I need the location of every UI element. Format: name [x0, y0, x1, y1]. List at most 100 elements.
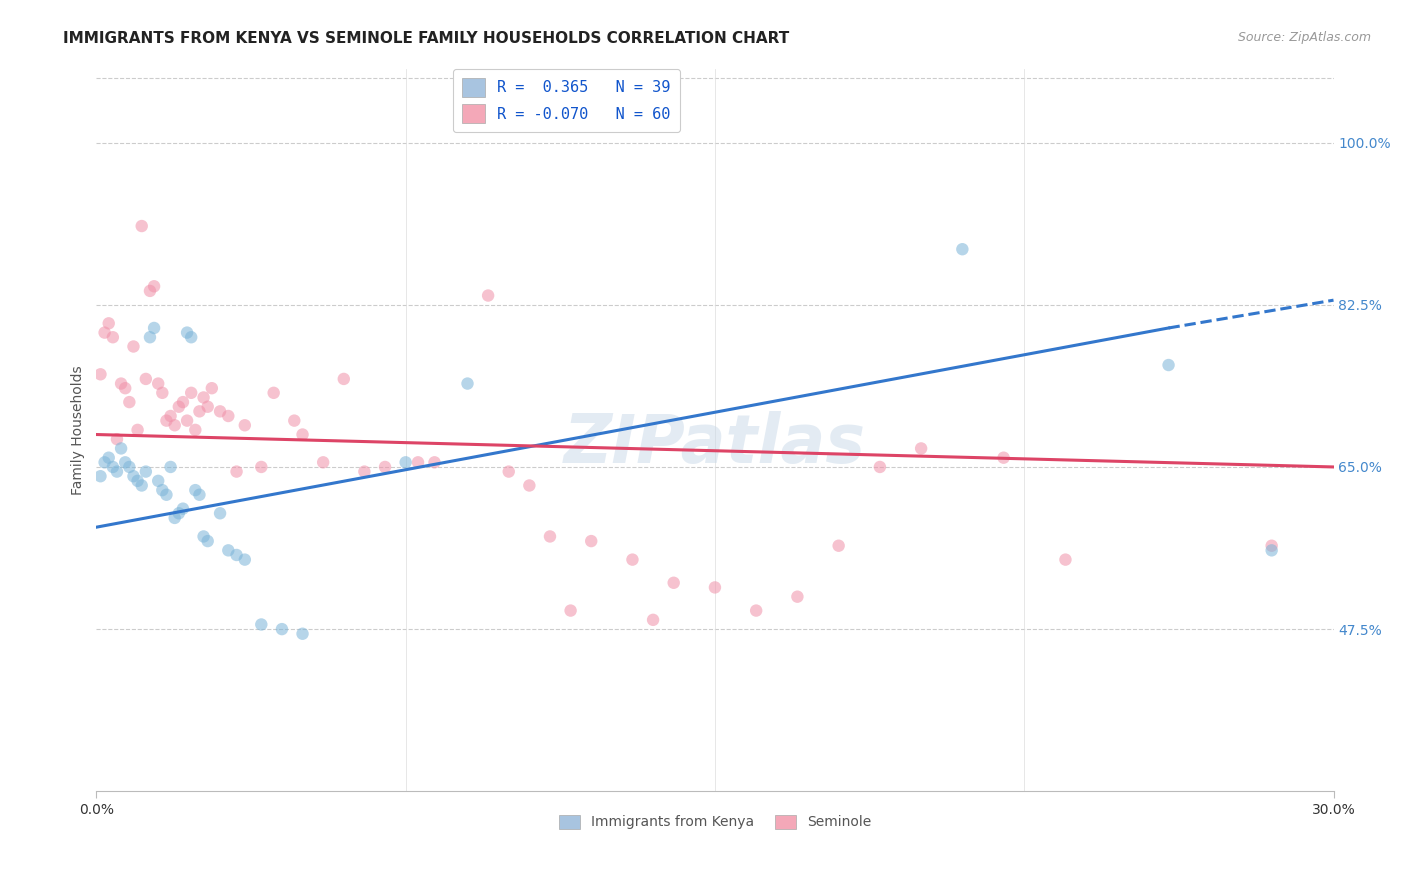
Point	[1260, 539, 1282, 553]
Point	[197, 534, 219, 549]
Point	[148, 376, 170, 391]
Point	[641, 613, 664, 627]
Point	[127, 474, 149, 488]
Point	[621, 552, 644, 566]
Point	[406, 455, 429, 469]
Point	[150, 483, 173, 497]
Point	[217, 409, 239, 423]
Point	[122, 469, 145, 483]
Point	[1260, 543, 1282, 558]
Point	[217, 543, 239, 558]
Text: ZIPatlas: ZIPatlas	[564, 411, 866, 477]
Point	[159, 459, 181, 474]
Point	[143, 279, 166, 293]
Point	[517, 478, 540, 492]
Point	[1054, 552, 1077, 566]
Point	[283, 414, 305, 428]
Point	[139, 284, 162, 298]
Legend: Immigrants from Kenya, Seminole: Immigrants from Kenya, Seminole	[554, 809, 876, 835]
Point	[193, 391, 215, 405]
Point	[114, 381, 136, 395]
Point	[163, 418, 186, 433]
Point	[291, 427, 314, 442]
Point	[477, 288, 499, 302]
Point	[105, 432, 128, 446]
Point	[225, 465, 247, 479]
Point	[910, 442, 932, 456]
Point	[114, 455, 136, 469]
Point	[538, 529, 561, 543]
Point	[180, 330, 202, 344]
Point	[993, 450, 1015, 465]
Point	[167, 506, 190, 520]
Point	[135, 465, 157, 479]
Point	[225, 548, 247, 562]
Point	[197, 400, 219, 414]
Point	[201, 381, 224, 395]
Point	[209, 506, 232, 520]
Point	[374, 459, 396, 474]
Point	[110, 376, 132, 391]
Point	[159, 409, 181, 423]
Point	[233, 552, 256, 566]
Point	[101, 330, 124, 344]
Point	[93, 455, 115, 469]
Point	[662, 575, 685, 590]
Point	[172, 501, 194, 516]
Point	[89, 469, 111, 483]
Point	[271, 622, 294, 636]
Point	[139, 330, 162, 344]
Point	[184, 423, 207, 437]
Point	[167, 400, 190, 414]
Point	[110, 442, 132, 456]
Point	[188, 488, 211, 502]
Point	[155, 414, 177, 428]
Point	[155, 488, 177, 502]
Point	[127, 423, 149, 437]
Point	[312, 455, 335, 469]
Point	[423, 455, 446, 469]
Point	[950, 242, 973, 256]
Point	[457, 376, 479, 391]
Point	[703, 581, 725, 595]
Point	[250, 617, 273, 632]
Point	[786, 590, 808, 604]
Point	[172, 395, 194, 409]
Point	[263, 385, 285, 400]
Point	[101, 459, 124, 474]
Point	[180, 385, 202, 400]
Point	[176, 414, 198, 428]
Point	[184, 483, 207, 497]
Point	[333, 372, 356, 386]
Point	[353, 465, 375, 479]
Point	[118, 459, 141, 474]
Point	[745, 604, 768, 618]
Point	[188, 404, 211, 418]
Point	[131, 478, 153, 492]
Point	[93, 326, 115, 340]
Point	[869, 459, 891, 474]
Point	[122, 339, 145, 353]
Point	[97, 450, 120, 465]
Point	[395, 455, 418, 469]
Point	[291, 626, 314, 640]
Point	[233, 418, 256, 433]
Point	[105, 465, 128, 479]
Y-axis label: Family Households: Family Households	[72, 365, 86, 495]
Point	[176, 326, 198, 340]
Point	[209, 404, 232, 418]
Point	[193, 529, 215, 543]
Point	[89, 368, 111, 382]
Point	[143, 321, 166, 335]
Point	[118, 395, 141, 409]
Point	[131, 219, 153, 233]
Point	[97, 316, 120, 330]
Text: IMMIGRANTS FROM KENYA VS SEMINOLE FAMILY HOUSEHOLDS CORRELATION CHART: IMMIGRANTS FROM KENYA VS SEMINOLE FAMILY…	[63, 31, 790, 46]
Point	[827, 539, 849, 553]
Point	[148, 474, 170, 488]
Point	[150, 385, 173, 400]
Point	[135, 372, 157, 386]
Point	[560, 604, 582, 618]
Point	[1157, 358, 1180, 372]
Point	[579, 534, 602, 549]
